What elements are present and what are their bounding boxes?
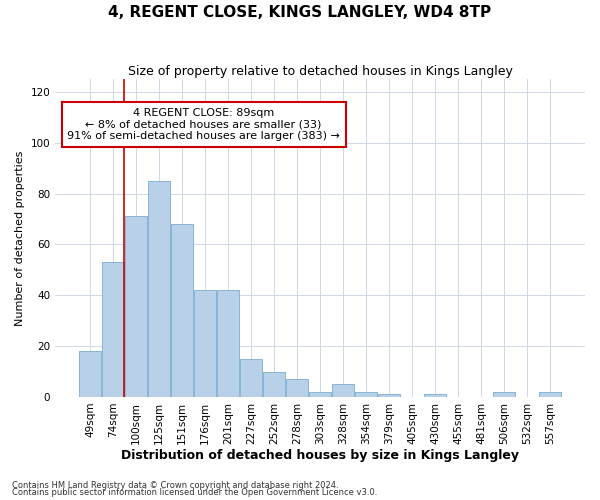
Bar [194,290,216,397]
Bar [171,224,193,397]
Bar [102,262,124,397]
Text: Contains HM Land Registry data © Crown copyright and database right 2024.: Contains HM Land Registry data © Crown c… [12,480,338,490]
Bar [332,384,354,397]
Bar [493,392,515,397]
Text: Contains public sector information licensed under the Open Government Licence v3: Contains public sector information licen… [12,488,377,497]
Bar [355,392,377,397]
Text: 4, REGENT CLOSE, KINGS LANGLEY, WD4 8TP: 4, REGENT CLOSE, KINGS LANGLEY, WD4 8TP [109,5,491,20]
Bar [79,351,101,397]
Bar [263,372,285,397]
Bar [217,290,239,397]
Bar [240,359,262,397]
Bar [309,392,331,397]
Title: Size of property relative to detached houses in Kings Langley: Size of property relative to detached ho… [128,65,512,78]
Bar [148,181,170,397]
Text: 4 REGENT CLOSE: 89sqm
← 8% of detached houses are smaller (33)
91% of semi-detac: 4 REGENT CLOSE: 89sqm ← 8% of detached h… [67,108,340,141]
Bar [378,394,400,397]
Bar [539,392,561,397]
Bar [286,379,308,397]
Bar [125,216,147,397]
Bar [424,394,446,397]
X-axis label: Distribution of detached houses by size in Kings Langley: Distribution of detached houses by size … [121,450,519,462]
Y-axis label: Number of detached properties: Number of detached properties [15,150,25,326]
